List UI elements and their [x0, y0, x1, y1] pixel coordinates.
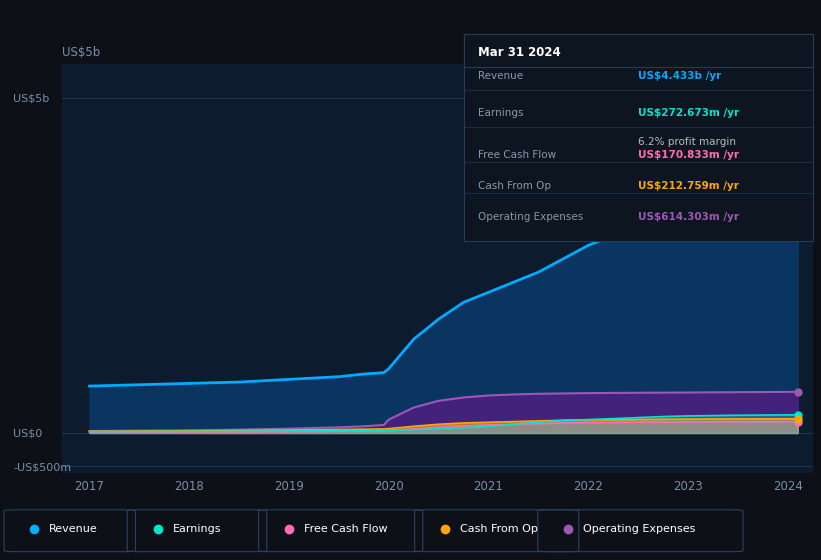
Text: Operating Expenses: Operating Expenses — [583, 524, 695, 534]
Text: US$212.759m /yr: US$212.759m /yr — [639, 181, 739, 191]
Text: US$614.303m /yr: US$614.303m /yr — [639, 212, 740, 222]
Text: Mar 31 2024: Mar 31 2024 — [478, 46, 561, 59]
Text: US$272.673m /yr: US$272.673m /yr — [639, 108, 740, 118]
Text: Cash From Op: Cash From Op — [460, 524, 538, 534]
Text: Earnings: Earnings — [478, 108, 523, 118]
Text: Free Cash Flow: Free Cash Flow — [304, 524, 388, 534]
Text: 6.2% profit margin: 6.2% profit margin — [639, 137, 736, 147]
Text: Operating Expenses: Operating Expenses — [478, 212, 583, 222]
Text: US$5b: US$5b — [62, 46, 100, 59]
Text: Revenue: Revenue — [478, 71, 523, 81]
Text: Revenue: Revenue — [49, 524, 98, 534]
Text: Cash From Op: Cash From Op — [478, 181, 551, 191]
Text: US$4.433b /yr: US$4.433b /yr — [639, 71, 722, 81]
Text: Earnings: Earnings — [172, 524, 221, 534]
Text: US$170.833m /yr: US$170.833m /yr — [639, 150, 740, 160]
Text: Free Cash Flow: Free Cash Flow — [478, 150, 556, 160]
